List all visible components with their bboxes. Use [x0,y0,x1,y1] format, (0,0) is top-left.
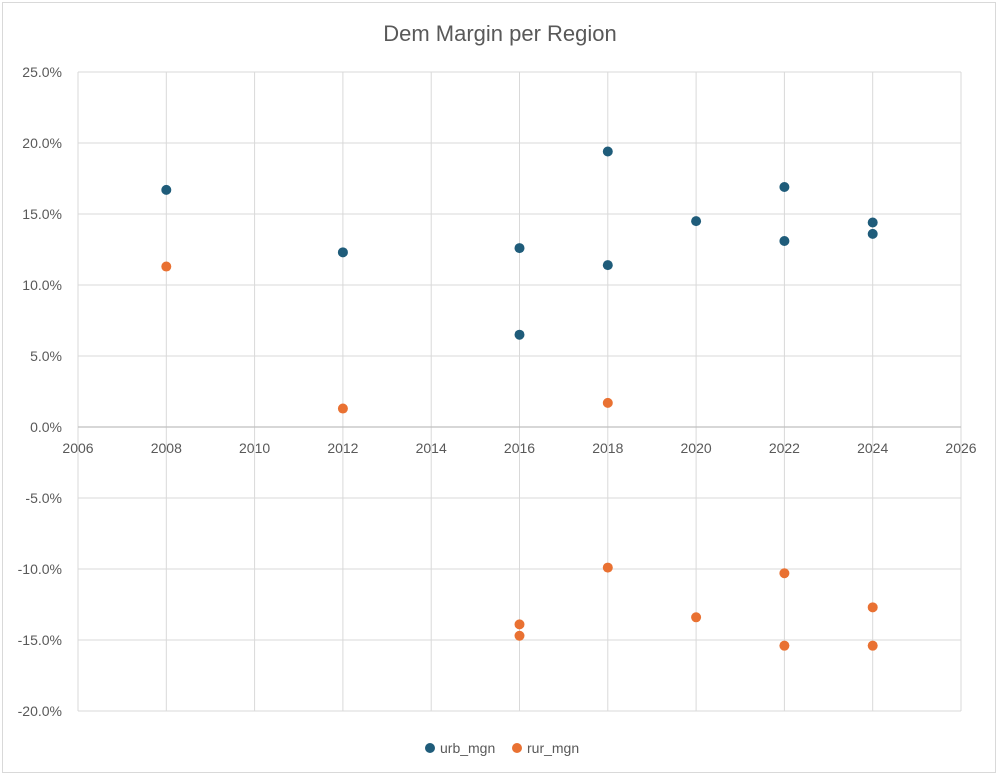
rur-mgn-point [602,562,613,573]
legend-label-rur: rur_mgn [527,740,579,756]
rur-mgn-point [161,261,172,272]
grid-lines [77,71,962,712]
y-tick-label: 15.0% [22,206,62,222]
x-tick-label: 2026 [945,440,976,456]
rur-mgn-point [779,640,790,651]
x-tick-label: 2024 [857,440,888,456]
urb-mgn-point [514,243,525,254]
y-tick-label: 5.0% [30,348,62,364]
urb-mgn-point [779,182,790,193]
rur-mgn-point [514,619,525,630]
y-tick-label: -10.0% [18,561,62,577]
y-tick-label: 0.0% [30,419,62,435]
urb-mgn-point [602,260,613,271]
x-tick-label: 2016 [504,440,535,456]
urb-mgn-point [691,216,702,227]
x-tick-label: 2008 [151,440,182,456]
legend-label-urb: urb_mgn [440,740,495,756]
rur-mgn-point [337,403,348,414]
x-tick-label: 2010 [239,440,270,456]
y-tick-label: -20.0% [18,703,62,719]
rur-mgn-point [867,640,878,651]
rur-mgn-point [779,568,790,579]
x-tick-label: 2006 [62,440,93,456]
rur-mgn-point [691,612,702,623]
y-tick-label: 25.0% [22,64,62,80]
y-tick-label: -5.0% [25,490,62,506]
urb-mgn-point [161,184,172,195]
data-points [161,146,878,651]
y-tick-label: -15.0% [18,632,62,648]
urb-mgn-point [779,235,790,246]
legend: urb_mgn rur_mgn [425,740,579,756]
legend-marker-urb [425,743,435,753]
urb-mgn-point [337,247,348,258]
rur-mgn-point [867,602,878,613]
x-tick-label: 2012 [327,440,358,456]
x-tick-label: 2014 [416,440,447,456]
urb-mgn-point [602,146,613,157]
y-tick-label: 10.0% [22,277,62,293]
x-tick-label: 2020 [681,440,712,456]
legend-marker-rur [512,743,522,753]
urb-mgn-point [867,217,878,228]
axes: 25.0% 20.0% 15.0% 10.0% 5.0% 0.0% -5.0% -10.0% -… [18,64,977,719]
rur-mgn-point [514,630,525,641]
rur-mgn-point [602,397,613,408]
chart-title: Dem Margin per Region [383,21,617,46]
urb-mgn-point [867,228,878,239]
x-tick-label: 2022 [769,440,800,456]
urb-mgn-point [514,329,525,340]
y-tick-label: 20.0% [22,135,62,151]
x-tick-label: 2018 [592,440,623,456]
